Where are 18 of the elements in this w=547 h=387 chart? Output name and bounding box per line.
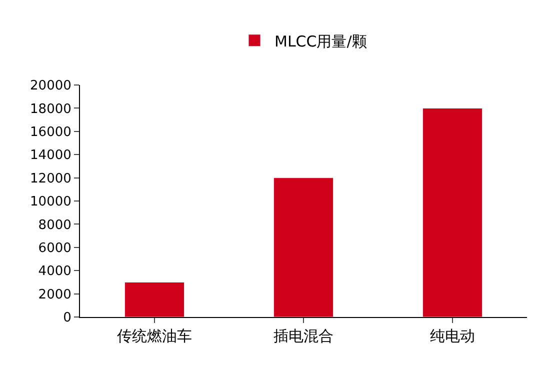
x-tick-label: 插电混合 <box>274 327 334 345</box>
legend-label: MLCC用量/颗 <box>274 32 367 50</box>
y-tick-label: 8000 <box>38 218 72 233</box>
bar <box>422 108 483 317</box>
y-tick-label: 16000 <box>30 124 72 140</box>
y-tick-label: 10000 <box>30 194 72 210</box>
x-tick-label: 传统燃油车 <box>117 327 192 345</box>
y-tick-label: 4000 <box>38 264 72 280</box>
y-tick-label: 18000 <box>30 102 72 117</box>
y-tick-label: 20000 <box>30 78 72 94</box>
x-tick-label: 纯电动 <box>430 327 475 345</box>
y-tick-label: 0 <box>63 310 72 326</box>
bar <box>273 178 334 317</box>
y-tick-label: 6000 <box>38 240 72 256</box>
bar <box>124 282 185 317</box>
y-tick-label: 2000 <box>38 287 72 302</box>
y-tick-label: 12000 <box>30 171 72 186</box>
y-tick-label: 14000 <box>30 148 72 164</box>
